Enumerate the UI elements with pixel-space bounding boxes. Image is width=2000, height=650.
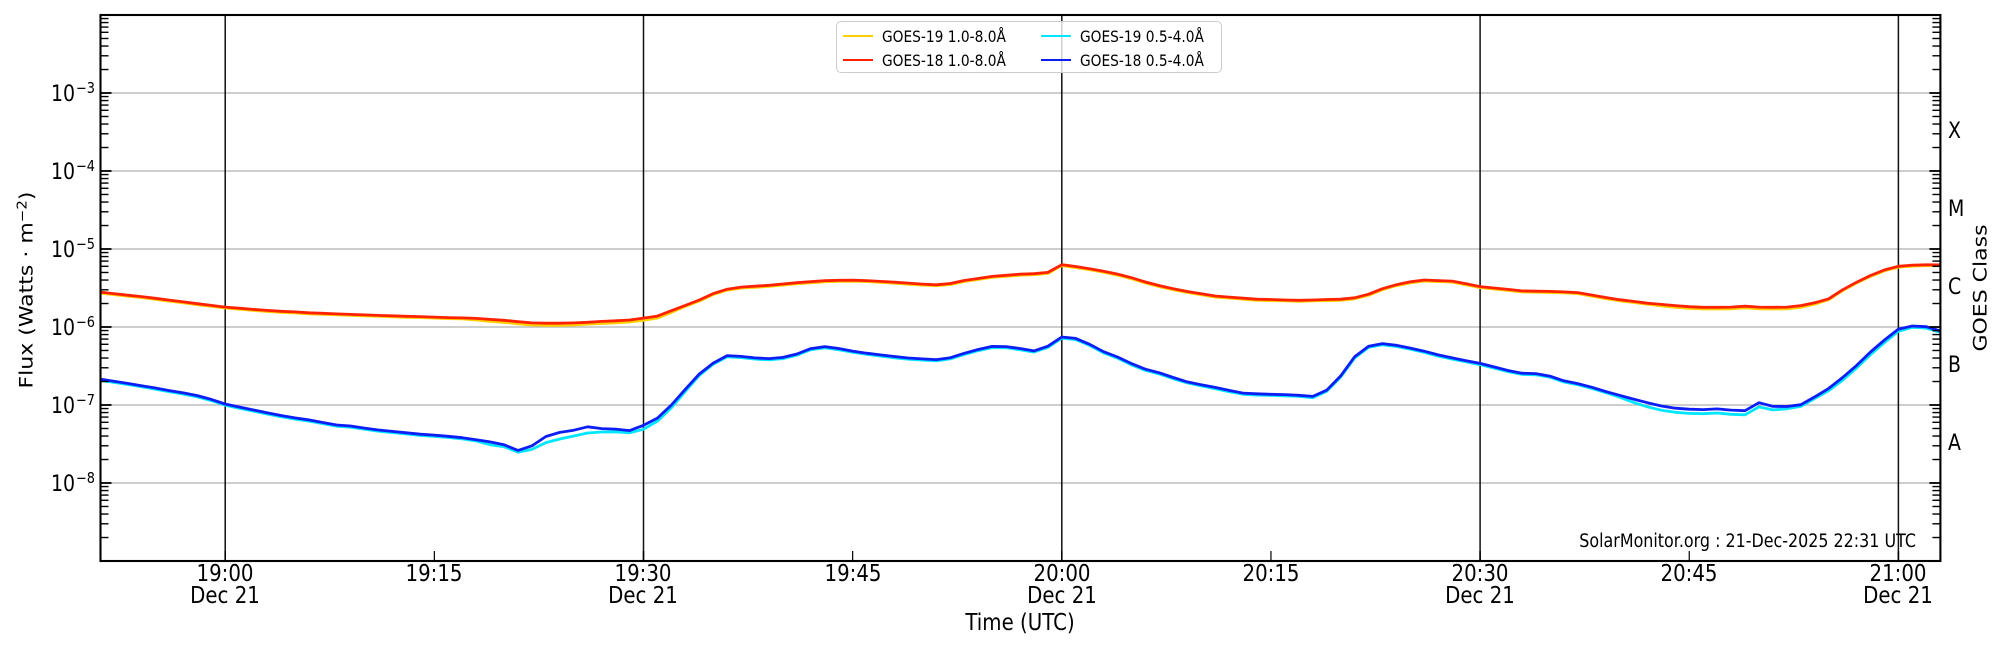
x-tick-label-19:45: 19:45 <box>824 561 882 587</box>
x-tick-date: Dec 21 <box>1445 583 1515 609</box>
y-tick-label-1e-3: 10−3 <box>50 79 95 107</box>
x-tick-date: Dec 21 <box>608 583 679 609</box>
x-tick-label-20:15: 20:15 <box>1242 561 1300 587</box>
x-tick-label-19:15: 19:15 <box>405 561 463 587</box>
goes-class-C: C <box>1948 275 1962 301</box>
y-axis-title-suffix: ) <box>16 191 38 201</box>
plot-frame <box>99 13 1942 563</box>
x-tick-label-19:30: 19:30 Dec 21 <box>608 561 679 609</box>
right-axis-title: GOES Class <box>1970 224 1992 352</box>
legend: GOES-19 1.0-8.0Å GOES-18 1.0-8.0Å GOES-19 … <box>836 21 1222 73</box>
legend-label: GOES-18 1.0-8.0Å <box>882 50 1006 70</box>
y-axis-title-text: Flux (Watts ⋅ m <box>16 222 38 389</box>
legend-item: GOES-19 1.0-8.0Å <box>837 24 1035 48</box>
y-axis-title: Flux (Watts ⋅ m−2) <box>14 191 38 389</box>
y-axis-title-exponent: −2 <box>14 200 30 223</box>
x-tick-date: Dec 21 <box>190 583 261 609</box>
legend-item: GOES-19 0.5-4.0Å <box>1035 24 1224 48</box>
legend-swatch <box>843 58 873 62</box>
x-tick-label-20:30: 20:30 Dec 21 <box>1445 561 1515 609</box>
x-tick-label-20:00: 20:00 Dec 21 <box>1026 561 1097 609</box>
y-tick-label-1e-6: 10−6 <box>50 313 95 341</box>
x-tick-label-19:00: 19:00 Dec 21 <box>190 561 261 609</box>
legend-swatch <box>843 34 873 38</box>
goes-class-X: X <box>1948 119 1961 145</box>
legend-label: GOES-18 0.5-4.0Å <box>1080 50 1204 70</box>
series-GOES-18 1.0-8.0Å <box>100 263 1941 325</box>
source-timestamp: SolarMonitor.org : 21-Dec-2025 22:31 UTC <box>1579 531 1916 552</box>
y-tick-label-1e-7: 10−7 <box>50 391 95 419</box>
x-tick-label-21:00: 21:00 Dec 21 <box>1863 561 1934 609</box>
legend-swatch <box>1041 58 1071 62</box>
x-axis-title: Time (UTC) <box>965 610 1076 636</box>
legend-item: GOES-18 1.0-8.0Å <box>837 48 1035 72</box>
series-GOES-19 0.5-4.0Å <box>100 325 1941 454</box>
goes-class-M: M <box>1948 197 1965 223</box>
legend-item: GOES-18 0.5-4.0Å <box>1035 48 1224 72</box>
y-tick-label-1e-8: 10−8 <box>50 469 95 497</box>
legend-label: GOES-19 1.0-8.0Å <box>882 26 1006 46</box>
goes-class-B: B <box>1948 353 1961 379</box>
series-GOES-18 0.5-4.0Å <box>100 324 1941 452</box>
x-tick-label-20:45: 20:45 <box>1660 561 1718 587</box>
x-tick-date: Dec 21 <box>1863 583 1934 609</box>
x-tick-date: Dec 21 <box>1026 583 1097 609</box>
y-tick-label-1e-5: 10−5 <box>50 235 95 263</box>
legend-swatch <box>1041 34 1071 38</box>
goes-class-A: A <box>1948 431 1961 457</box>
y-tick-label-1e-4: 10−4 <box>50 157 95 185</box>
legend-label: GOES-19 0.5-4.0Å <box>1080 26 1204 46</box>
